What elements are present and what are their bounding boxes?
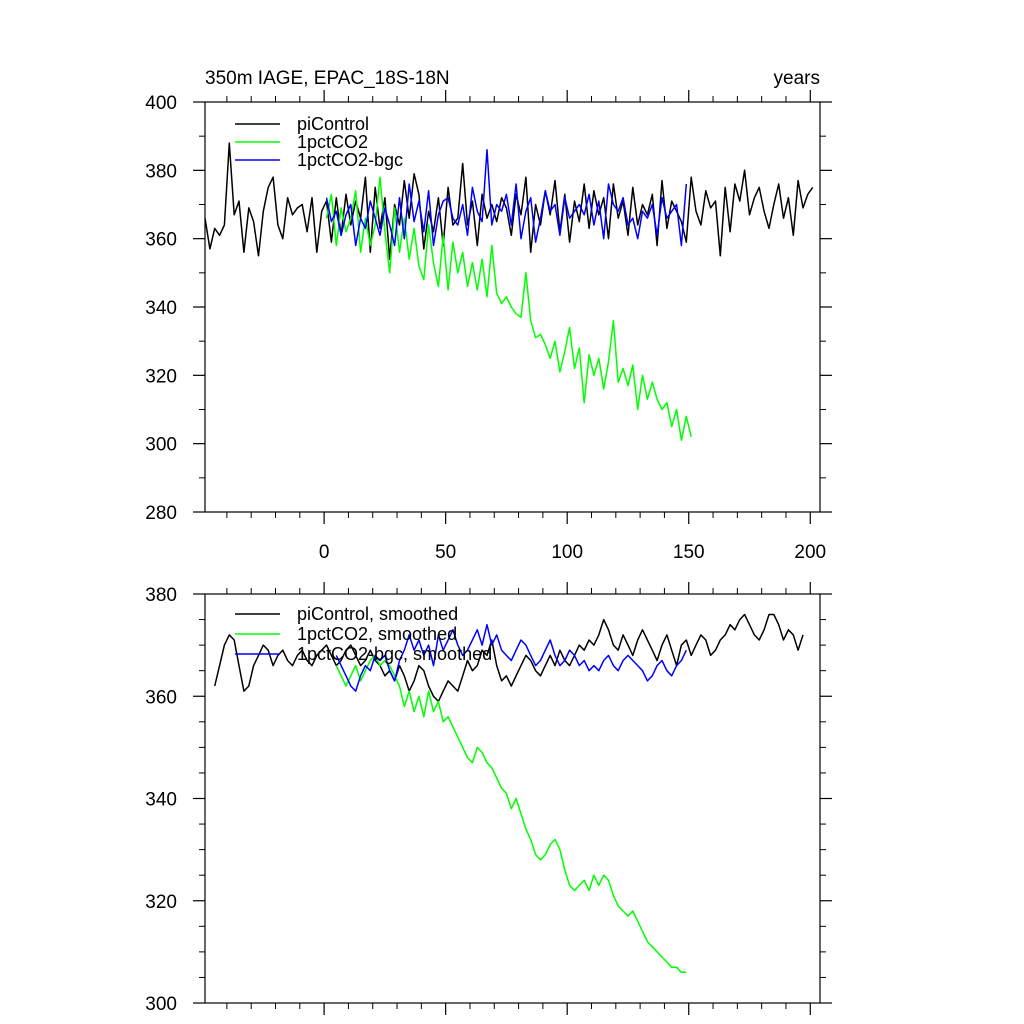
- y-tick-label: 400: [145, 93, 177, 114]
- y-tick-label: 340: [145, 790, 177, 811]
- top-panel: 350m IAGE, EPAC_18S-18N years 0 50 100 150 200…: [145, 68, 832, 563]
- x-tick-label: 200: [794, 542, 826, 563]
- chart-title: 350m IAGE, EPAC_18S-18N: [205, 68, 450, 89]
- legend-label: piControl, smoothed: [297, 604, 458, 624]
- series-line-1pctco2-bgc: [325, 149, 688, 247]
- series-line-1pctco2: [325, 176, 692, 442]
- y-tick-label: 340: [145, 298, 177, 319]
- units-label: years: [774, 68, 820, 89]
- series-line-picontrol-smoothed: [213, 613, 804, 703]
- series-line-picontrol: [204, 142, 814, 260]
- x-tick-label: 100: [551, 542, 583, 563]
- y-tick-label: 280: [145, 503, 177, 524]
- y-tick-label: 380: [145, 161, 177, 182]
- y-tick-label: 360: [145, 230, 177, 251]
- legend-label: 1pctCO2: [297, 132, 368, 152]
- legend-label: 1pctCO2-bgc: [297, 150, 403, 170]
- series-line-1pctco2-bgc-smoothed: [335, 623, 687, 692]
- y-tick-label: 380: [145, 585, 177, 606]
- y-tick-label: 360: [145, 687, 177, 708]
- y-tick-label: 300: [145, 435, 177, 456]
- x-tick-label: 150: [673, 542, 705, 563]
- y-tick-label: 320: [145, 366, 177, 387]
- legend-label: 1pctCO2, smoothed: [297, 624, 457, 644]
- legend-label: piControl: [297, 114, 369, 134]
- series-line-1pctco2-smoothed: [335, 654, 687, 974]
- x-tick-label: 50: [435, 542, 456, 563]
- y-tick-label: 300: [145, 994, 177, 1015]
- legend-label: 1pctCO2-bgc, smoothed: [297, 644, 492, 664]
- x-tick-label: 0: [319, 542, 330, 563]
- y-tick-label: 320: [145, 892, 177, 913]
